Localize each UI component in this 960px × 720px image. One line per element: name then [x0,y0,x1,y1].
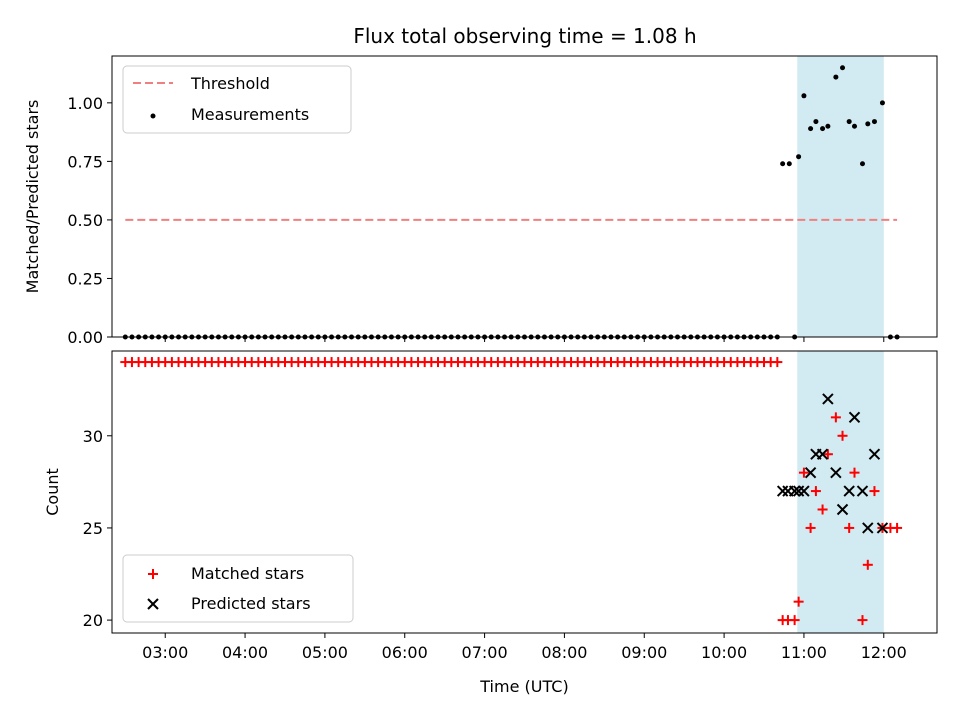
measurement-point [786,161,792,167]
matched-star-point [892,522,903,533]
measurement-point [846,119,852,125]
x-tick-label: 06:00 [382,643,428,662]
predicted-star-point [862,522,874,534]
x-tick-label: 07:00 [462,643,508,662]
measurement-point [871,119,877,125]
measurement-point [808,126,814,132]
x-tick-label: 03:00 [142,643,188,662]
measurement-point [865,121,871,127]
matched-star-point [830,412,841,423]
top-y-axis-label: Matched/Predicted stars [23,100,42,294]
predicted-star-point [804,466,817,479]
matched-star-point [844,522,855,533]
matched-star-point [822,449,833,460]
predicted-star-point [830,466,842,479]
predicted-star-point [776,485,789,497]
predicted-legend-label: Predicted stars [191,594,311,613]
top-y-tick-label: 0.00 [67,328,103,347]
bottom-y-tick-label: 25 [83,519,103,538]
bottom-x-ticks: 03:00 04:00 05:00 06:00 07:00 08:00 09:00 10:00… [142,633,907,662]
top-y-ticks: 0.00 0.25 0.50 0.75 1.00 [67,94,112,347]
x-tick-label: 12:00 [861,643,907,662]
measurement-point [820,126,826,132]
bottom-panel: 20 25 30 03:00 04:00 05:00 06:00 07:00 08:00 09:… [43,350,938,696]
bottom-y-axis-label: Count [43,468,62,516]
measurement-point [859,161,865,167]
bottom-y-tick-label: 30 [83,427,103,446]
top-axes-frame [111,55,938,338]
measurement-point [796,154,802,160]
x-tick-label: 10:00 [701,643,747,662]
matched-star-point [772,357,783,368]
predicted-stars-points [776,393,889,534]
x-axis-label: Time (UTC) [479,677,568,696]
predicted-star-point [856,485,869,497]
predicted-star-point [798,485,810,497]
matched-legend-swatch [148,569,158,579]
predicted-star-point [788,485,801,497]
threshold-legend-label: Threshold [190,74,270,93]
x-tick-label: 08:00 [541,643,587,662]
matched-star-point [869,486,880,497]
x-tick-label: 11:00 [781,643,827,662]
predicted-star-point [843,485,855,497]
bottom-legend: Matched stars Predicted stars [122,554,354,623]
measurement-point [840,65,846,71]
measurement-point [825,123,831,129]
matched-star-point [810,486,821,497]
measurement-point [852,123,857,129]
matched-stars-points [120,357,903,626]
measurements-legend-label: Measurements [191,105,309,124]
measurements-legend-swatch [150,113,156,119]
top-y-tick-label: 0.50 [67,211,103,230]
x-tick-label: 05:00 [302,643,348,662]
top-legend-box [122,65,352,134]
matched-star-point [862,559,873,570]
predicted-legend-swatch [147,598,159,610]
top-observing-span [797,56,884,337]
predicted-star-point [868,448,881,460]
x-tick-label: 09:00 [621,643,667,662]
predicted-star-point [848,411,861,424]
matched-star-point [849,467,860,478]
matched-star-point [805,522,816,533]
top-y-tick-label: 0.25 [67,269,103,288]
matched-star-point [837,430,848,441]
predicted-star-point [836,503,849,516]
matched-legend-label: Matched stars [191,564,304,583]
bottom-axes-frame [111,350,938,634]
matched-star-point [789,615,800,626]
predicted-star-point [816,448,829,460]
measurement-point [879,100,885,106]
top-y-tick-label: 0.75 [67,152,103,171]
bottom-y-ticks: 20 25 30 [83,427,112,630]
measurement-point [780,161,786,167]
matched-star-point [857,615,868,626]
matched-star-point [793,596,804,607]
predicted-star-point [876,522,889,534]
measurement-point [801,93,807,99]
measurement-point [833,74,839,80]
bottom-legend-box [122,554,354,623]
predicted-star-point [822,393,834,405]
top-legend: Threshold Measurements [122,65,352,134]
x-tick-label: 04:00 [222,643,268,662]
bottom-y-tick-label: 20 [83,611,103,630]
matched-star-point [817,504,828,515]
measurement-point [813,119,819,125]
chart-title: Flux total observing time = 1.08 h [353,24,696,48]
top-y-tick-label: 1.00 [67,94,103,113]
top-panel: 0.00 0.25 0.50 0.75 1.00 Matched/Predicted s… [23,55,938,347]
matched-star-point [798,467,809,478]
